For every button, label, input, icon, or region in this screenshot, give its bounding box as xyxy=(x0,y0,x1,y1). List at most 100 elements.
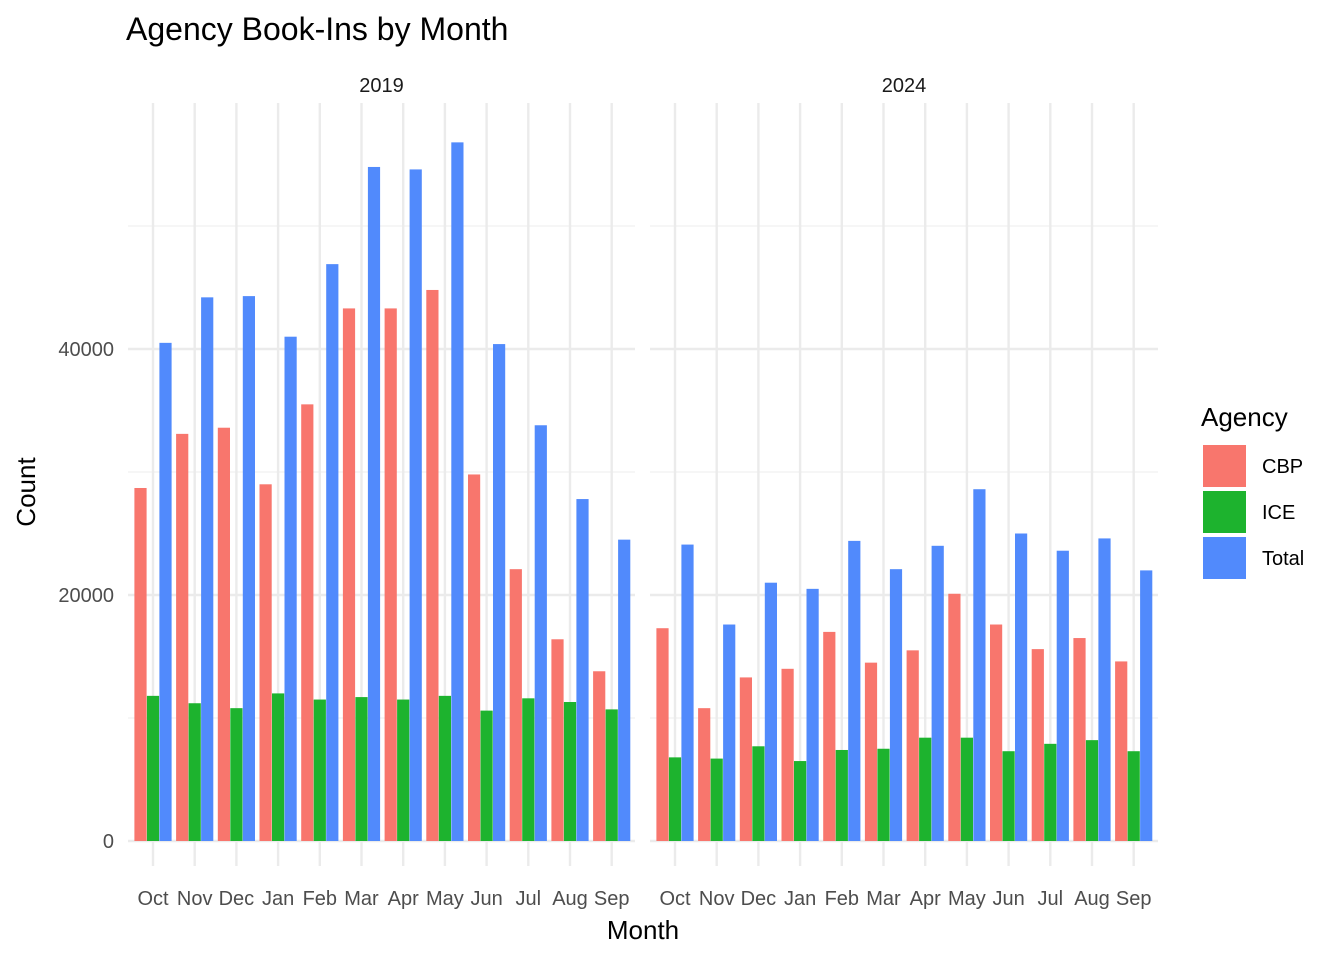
bar-total-2019-jun xyxy=(493,344,506,841)
legend-label-total: Total xyxy=(1262,548,1304,570)
bar-total-2024-aug xyxy=(1098,538,1111,841)
x-tick-label: May xyxy=(426,888,464,910)
bar-total-2019-jul xyxy=(534,425,547,841)
bar-ice-2024-mar xyxy=(877,748,890,841)
bar-total-2024-oct xyxy=(681,544,694,841)
panel-2024: 2024 Oct Nov Dec Jan Feb Mar Apr May Jun Jul Aug Sep xyxy=(650,75,1158,910)
bar-ice-2024-oct xyxy=(668,757,682,841)
bar-total-2019-oct xyxy=(159,342,172,841)
legend-title: Agency xyxy=(1201,402,1288,432)
bar-cbp-2024-nov xyxy=(698,708,711,841)
bar-cbp-2019-dec xyxy=(217,427,230,841)
bar-cbp-2024-sep xyxy=(1115,661,1128,841)
bar-ice-2019-jul xyxy=(522,698,535,841)
x-tick-label: Jan xyxy=(262,888,294,910)
x-axis-title: Month xyxy=(607,915,679,945)
bar-cbp-2019-aug xyxy=(551,639,564,841)
y-tick-label: 0 xyxy=(103,831,114,853)
bar-total-2019-aug xyxy=(576,499,589,841)
bar-ice-2019-dec xyxy=(230,708,243,841)
bar-total-2024-dec xyxy=(764,582,777,841)
y-axis-title: Count xyxy=(11,457,41,527)
x-tick-label: Oct xyxy=(659,888,691,910)
bar-ice-2019-mar xyxy=(355,697,368,841)
legend-key-total xyxy=(1203,537,1246,579)
bar-ice-2024-jul xyxy=(1044,743,1057,841)
bar-cbp-2019-feb xyxy=(301,404,314,841)
bar-cbp-2024-may xyxy=(948,593,961,841)
bar-total-2019-feb xyxy=(326,264,339,841)
x-tick-label: Aug xyxy=(1074,888,1110,910)
bar-total-2024-sep xyxy=(1140,570,1153,841)
bar-total-2019-apr xyxy=(409,169,422,842)
facet-panels: 2019 Oct Nov Dec Jan Feb Mar Apr May Jun Jul Aug Sep… xyxy=(58,75,1158,910)
bar-ice-2019-jun xyxy=(480,710,493,841)
x-tick-label: Jul xyxy=(516,888,542,910)
y-tick-label: 40000 xyxy=(58,339,114,361)
bar-total-2024-jul xyxy=(1056,550,1069,841)
x-tick-label: May xyxy=(948,888,986,910)
panel-2019: 2019 Oct Nov Dec Jan Feb Mar Apr May Jun Jul Aug Sep xyxy=(128,75,635,910)
bar-total-2024-jun xyxy=(1015,533,1028,841)
x-tick-label: Dec xyxy=(741,888,777,910)
bar-total-2024-may xyxy=(973,489,986,841)
bar-cbp-2019-may xyxy=(426,289,439,842)
bar-ice-2019-oct xyxy=(146,695,160,841)
bar-total-2024-nov xyxy=(723,624,736,841)
bar-total-2019-dec xyxy=(242,296,255,841)
x-tick-label: Feb xyxy=(303,888,337,910)
bar-cbp-2019-oct xyxy=(134,487,147,841)
chart-title: Agency Book-Ins by Month xyxy=(126,11,508,47)
bar-ice-2019-nov xyxy=(188,703,201,841)
x-tick-label: Jan xyxy=(784,888,816,910)
bar-ice-2024-aug xyxy=(1085,740,1099,841)
legend-label-ice: ICE xyxy=(1262,502,1295,524)
bar-total-2019-jan xyxy=(284,336,297,841)
x-tick-label: Jun xyxy=(992,888,1024,910)
legend-key-cbp xyxy=(1203,445,1246,487)
x-tick-label: Jul xyxy=(1038,888,1064,910)
bar-ice-2024-may xyxy=(960,737,973,841)
bar-ice-2019-sep xyxy=(605,709,618,841)
facet-label: 2019 xyxy=(359,75,404,97)
bar-ice-2024-dec xyxy=(752,746,765,841)
x-tick-label: Nov xyxy=(177,888,213,910)
bar-ice-2024-apr xyxy=(919,737,932,841)
x-tick-label: Aug xyxy=(552,888,588,910)
bar-total-2024-mar xyxy=(889,569,903,841)
bar-ice-2019-may xyxy=(438,695,451,841)
bar-ice-2024-jan xyxy=(794,761,807,841)
bar-total-2024-jan xyxy=(806,588,819,841)
bar-total-2019-mar xyxy=(367,166,381,841)
x-tick-label: Sep xyxy=(1116,888,1152,910)
bar-cbp-2019-jan xyxy=(259,484,272,841)
x-tick-label: Nov xyxy=(699,888,735,910)
bar-cbp-2024-oct xyxy=(656,628,669,841)
bar-cbp-2024-apr xyxy=(906,650,919,841)
x-tick-label: Sep xyxy=(594,888,630,910)
bar-ice-2024-nov xyxy=(710,758,723,841)
x-tick-label: Feb xyxy=(825,888,859,910)
x-tick-label: Dec xyxy=(219,888,255,910)
x-tick-label: Apr xyxy=(910,888,941,910)
bar-cbp-2024-aug xyxy=(1073,638,1086,841)
bar-ice-2024-jun xyxy=(1002,751,1015,841)
x-tick-label: Apr xyxy=(388,888,419,910)
bar-ice-2024-feb xyxy=(835,749,848,841)
bar-cbp-2019-sep xyxy=(593,671,606,841)
bar-cbp-2024-jan xyxy=(781,668,794,841)
bar-cbp-2024-feb xyxy=(823,631,836,841)
bar-total-2019-may xyxy=(451,142,464,842)
bar-cbp-2019-jun xyxy=(468,474,481,841)
x-tick-label: Mar xyxy=(866,888,901,910)
bar-cbp-2024-jul xyxy=(1031,649,1044,841)
bar-total-2024-feb xyxy=(848,540,861,841)
bar-cbp-2024-jun xyxy=(990,624,1003,841)
bar-ice-2024-sep xyxy=(1127,751,1140,841)
x-tick-label: Mar xyxy=(344,888,379,910)
bar-ice-2019-apr xyxy=(397,699,410,841)
bar-ice-2019-aug xyxy=(563,702,577,841)
facet-label: 2024 xyxy=(882,75,927,97)
x-tick-label: Jun xyxy=(470,888,502,910)
x-tick-label: Oct xyxy=(137,888,169,910)
